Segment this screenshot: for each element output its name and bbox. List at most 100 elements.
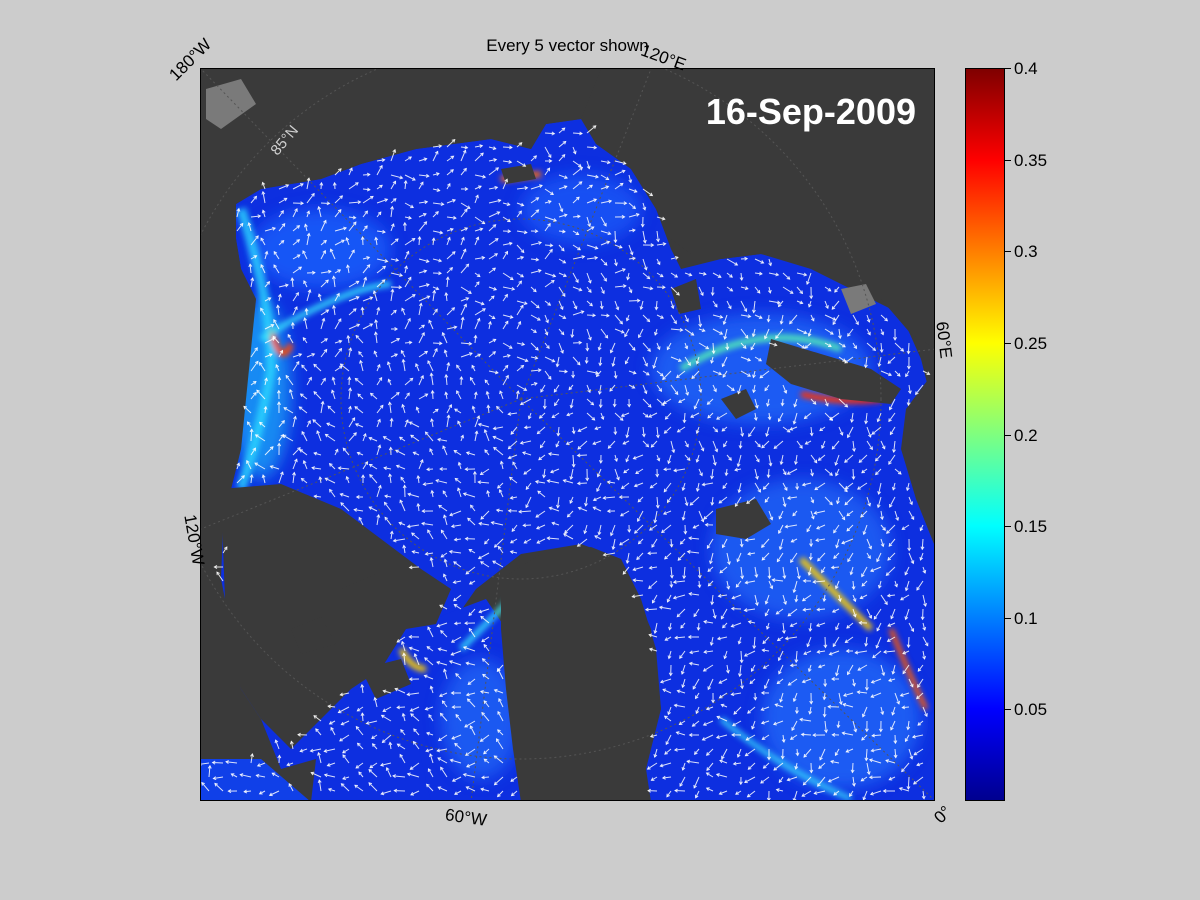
drift-vector-head (740, 575, 745, 580)
drift-vector-head (676, 291, 680, 296)
drift-vector (404, 294, 416, 302)
drift-vector (535, 481, 546, 484)
drift-vector-head (494, 238, 499, 242)
drift-vector-head (814, 486, 819, 491)
drift-vector (796, 272, 807, 276)
drift-vector (418, 284, 430, 288)
drift-vector-head (916, 586, 920, 591)
drift-vector (748, 426, 756, 437)
drift-vector (852, 776, 855, 786)
drift-vector (530, 258, 539, 261)
drift-vector (614, 370, 617, 379)
drift-vector-head (535, 209, 540, 213)
drift-vector-head (600, 416, 605, 421)
drift-vector (292, 183, 304, 190)
drift-vector (418, 393, 428, 400)
drift-vector-head (365, 721, 370, 725)
drift-vector (374, 351, 378, 358)
wrangel-island (501, 164, 536, 184)
drift-vector-head (646, 318, 651, 323)
drift-vector (722, 482, 728, 489)
drift-vector-head (264, 377, 268, 382)
drift-vector-head (382, 229, 386, 234)
drift-vector-head (396, 705, 401, 710)
drift-vector-head (519, 440, 524, 445)
drift-vector (342, 748, 350, 754)
drift-vector-head (786, 428, 791, 433)
drift-vector-head (577, 428, 582, 433)
drift-vector-head (647, 551, 651, 556)
drift-vector (894, 468, 902, 475)
drift-vector (569, 496, 574, 504)
drift-vector-head (444, 373, 449, 378)
drift-vector-head (784, 636, 789, 641)
drift-vector-head (721, 755, 725, 760)
drift-vector-head (241, 475, 245, 479)
drift-vector-head (841, 540, 846, 545)
drift-vector-head (564, 530, 568, 534)
drift-vector-head (602, 495, 607, 500)
drift-vector-head (494, 185, 499, 190)
drift-vector-head (832, 643, 837, 648)
drift-vector-head (871, 431, 876, 435)
drift-vector (670, 328, 683, 331)
drift-vector-head (374, 236, 379, 241)
drift-vector (710, 356, 714, 364)
drift-vector-head (831, 732, 836, 737)
drift-vector (264, 297, 271, 302)
drift-vector-head (424, 706, 429, 711)
drift-vector-head (604, 334, 609, 339)
drift-vector (722, 622, 728, 629)
drift-vector (665, 412, 672, 420)
drift-vector-head (767, 289, 772, 294)
drift-vector (432, 286, 439, 290)
drift-vector-head (464, 621, 468, 626)
drift-vector (488, 351, 496, 358)
drift-vector (716, 716, 728, 722)
drift-vector (716, 734, 728, 739)
drift-vector (544, 223, 551, 232)
drift-vector-head (592, 506, 597, 511)
drift-vector (278, 350, 283, 358)
drift-vector (564, 524, 574, 534)
drift-vector (814, 510, 826, 514)
drift-vector (555, 440, 560, 447)
drift-vector-head (504, 364, 509, 369)
drift-vector-head (710, 292, 715, 297)
drift-vector (558, 214, 567, 218)
drift-vector-head (339, 195, 344, 199)
drift-vector-head (400, 640, 405, 645)
drift-vector-head (377, 418, 381, 423)
drift-vector (718, 594, 728, 597)
drift-vector (634, 482, 644, 487)
drift-vector-head (371, 743, 376, 747)
drift-vector-head (888, 406, 893, 411)
drift-vector (455, 673, 462, 680)
drift-vector-head (497, 710, 501, 715)
drift-vector-head (389, 530, 394, 535)
drift-vector (745, 580, 756, 584)
drift-vector (666, 342, 672, 350)
drift-vector (418, 270, 427, 274)
drift-vector-head (776, 300, 781, 305)
drift-vector (417, 475, 420, 484)
drift-vector (480, 690, 490, 694)
drift-vector-head (434, 150, 439, 155)
drift-vector-head (827, 287, 832, 292)
drift-vector (586, 244, 598, 249)
drift-vector-head (860, 777, 865, 782)
drift-vector-head (888, 372, 893, 377)
drift-vector (829, 412, 840, 420)
drift-vector-head (533, 329, 537, 333)
drift-vector-head (373, 331, 378, 336)
drift-vector-head (559, 208, 564, 213)
drift-vector-head (753, 696, 758, 701)
drift-vector-head (842, 702, 847, 707)
drift-vector-head (734, 467, 739, 472)
drift-vector-head (360, 712, 365, 717)
drift-vector (250, 447, 256, 456)
drift-vector-head (877, 491, 882, 496)
drift-vector (662, 688, 672, 694)
drift-vector-head (374, 319, 379, 323)
drift-vector-head (253, 195, 258, 200)
